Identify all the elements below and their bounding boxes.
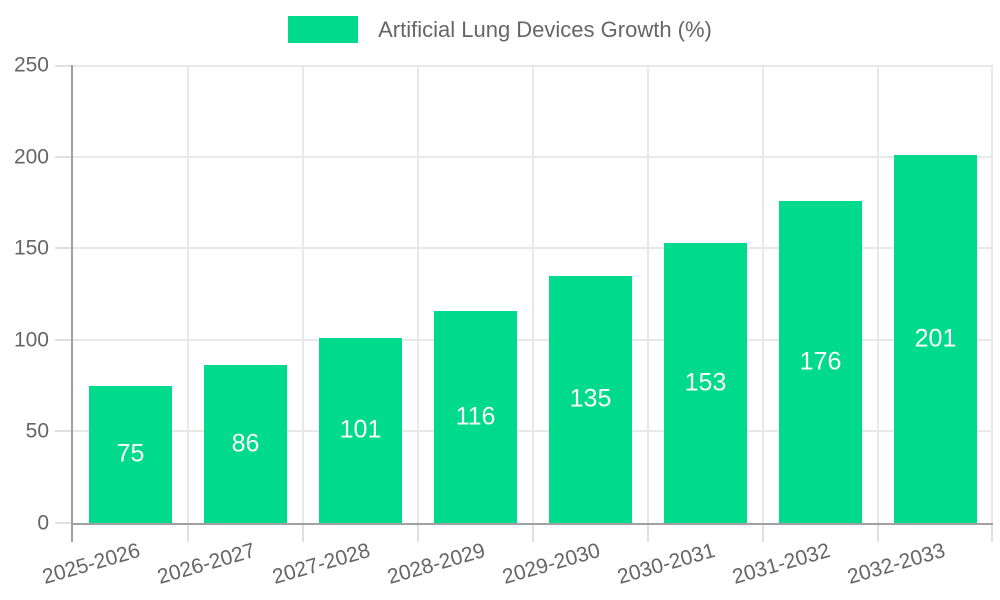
v-gridline — [647, 65, 649, 523]
x-tick-mark — [991, 525, 993, 542]
bar-value-label: 86 — [231, 429, 260, 458]
y-tick-mark — [55, 155, 71, 158]
v-gridline — [532, 65, 534, 523]
v-gridline — [187, 65, 189, 523]
x-tick-label: 2031-2032 — [729, 539, 833, 589]
x-tick-label: 2029-2030 — [499, 539, 603, 589]
v-gridline — [417, 65, 419, 523]
y-tick-label: 50 — [25, 419, 49, 443]
bar-value-label: 201 — [914, 324, 957, 353]
chart-legend[interactable]: Artificial Lung Devices Growth (%) — [0, 16, 1000, 43]
y-tick-mark — [55, 522, 71, 524]
y-tick-label: 150 — [13, 236, 49, 260]
bar: 135 — [549, 275, 632, 523]
x-tick-label: 2030-2031 — [614, 539, 718, 589]
bar: 176 — [779, 200, 862, 523]
x-tick-mark — [71, 525, 73, 542]
x-tick-mark — [187, 525, 189, 542]
bar-value-label: 116 — [455, 402, 496, 431]
x-tick-label: 2028-2029 — [384, 539, 488, 589]
x-tick-mark — [417, 525, 419, 542]
bar: 201 — [894, 154, 977, 523]
bar: 116 — [434, 310, 517, 523]
x-tick-mark — [302, 525, 304, 542]
y-tick-label: 200 — [13, 145, 49, 169]
y-tick-label: 0 — [37, 511, 49, 535]
v-gridline — [991, 65, 993, 523]
bar-value-label: 176 — [799, 347, 842, 376]
x-tick-label: 2027-2028 — [269, 539, 373, 589]
bar: 101 — [319, 337, 402, 523]
x-tick-mark — [532, 525, 534, 542]
v-gridline — [877, 65, 879, 523]
x-tick-label: 2025-2026 — [39, 539, 143, 589]
y-tick-label: 250 — [13, 53, 49, 77]
y-tick-label: 100 — [13, 328, 49, 352]
x-tick-label: 2032-2033 — [844, 539, 948, 589]
y-axis-line — [71, 65, 73, 540]
x-tick-mark — [647, 525, 649, 542]
x-tick-mark — [762, 525, 764, 542]
bar-value-label: 135 — [569, 384, 612, 413]
v-gridline — [762, 65, 764, 523]
bar: 86 — [204, 365, 287, 523]
x-tick-mark — [877, 525, 879, 542]
y-tick-mark — [55, 65, 71, 67]
x-tick-label: 2026-2027 — [154, 539, 258, 589]
legend-label: Artificial Lung Devices Growth (%) — [378, 16, 712, 42]
legend-swatch — [288, 16, 359, 43]
y-tick-mark — [55, 247, 71, 250]
y-tick-mark — [55, 338, 71, 341]
plot-area: 0 50 100 150 200 250 75 86 101 116 135 153 176 201 202… — [14, 55, 993, 589]
bar-value-label: 75 — [116, 439, 145, 468]
v-gridline — [302, 65, 304, 523]
x-axis-line — [71, 523, 993, 525]
y-tick-mark — [55, 430, 71, 433]
bar-value-label: 153 — [684, 368, 727, 397]
bar-value-label: 101 — [339, 415, 382, 444]
bar: 153 — [664, 242, 747, 523]
bar: 75 — [89, 385, 172, 523]
